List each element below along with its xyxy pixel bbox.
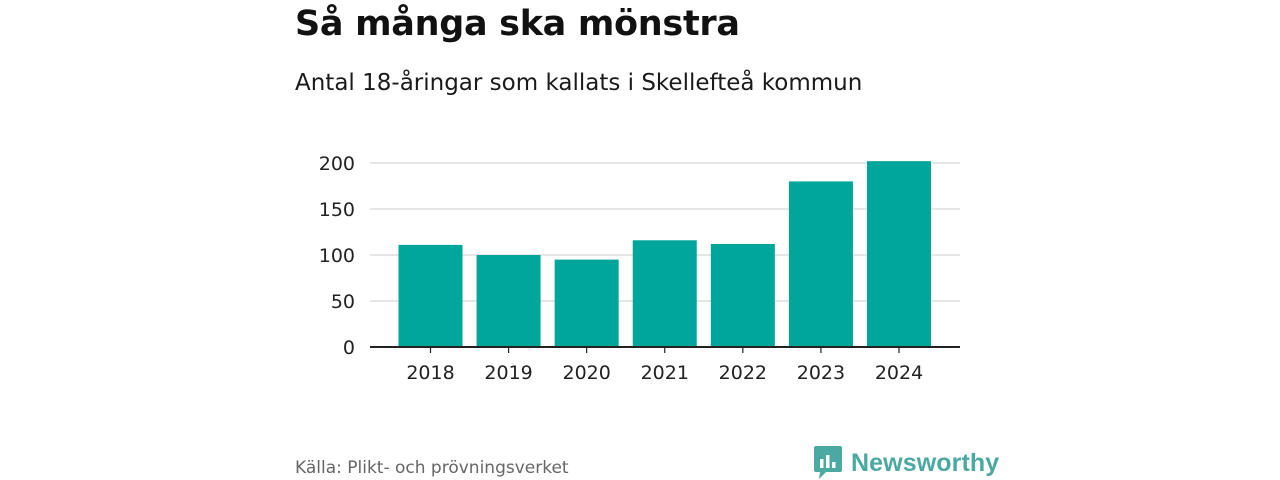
x-tick-label: 2023: [797, 362, 845, 384]
x-axis-ticks: 2018 2019 2020 2021 2022 2023 2024: [406, 362, 923, 384]
brand-name: Newsworthy: [851, 448, 1000, 477]
y-tick-label: 150: [319, 199, 355, 221]
x-tick-label: 2018: [406, 362, 454, 384]
brand-logo: Newsworthy: [814, 446, 999, 480]
bar-2018: [398, 244, 463, 347]
chart-subtitle: Antal 18-åringar som kallats i Skellefte…: [295, 70, 863, 96]
x-tick-label: 2022: [719, 362, 767, 384]
x-axis: [370, 346, 960, 353]
source-note: Källa: Plikt- och prövningsverket: [295, 458, 569, 478]
bar-2024: [867, 161, 931, 347]
y-tick-label: 200: [319, 153, 355, 175]
y-axis-ticks: 0 50 100 150 200: [319, 153, 355, 359]
x-tick-label: 2021: [641, 362, 689, 384]
y-tick-label: 0: [343, 337, 355, 359]
y-tick-label: 100: [319, 245, 355, 267]
bar-2020: [554, 259, 619, 347]
y-tick-label: 50: [331, 291, 355, 313]
bar-chart: 0 50 100 150 200 2018 2019 2020 2021 2022 2023 202…: [319, 153, 960, 384]
bar-2021: [632, 240, 697, 347]
bar-2023: [788, 181, 853, 347]
chart-title: Så många ska mönstra: [295, 4, 740, 44]
bar-2022: [710, 243, 775, 347]
newsworthy-logo-icon: [814, 446, 842, 479]
bars: [398, 161, 931, 347]
x-tick-label: 2020: [562, 362, 610, 384]
x-tick-label: 2024: [875, 362, 923, 384]
bar-2019: [476, 255, 541, 347]
x-tick-label: 2019: [484, 362, 532, 384]
